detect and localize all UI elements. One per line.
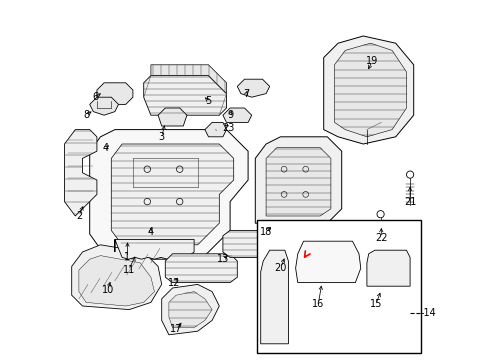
- Text: 5: 5: [205, 96, 211, 106]
- Polygon shape: [295, 241, 360, 283]
- Polygon shape: [143, 76, 226, 115]
- Text: 21: 21: [403, 197, 415, 207]
- Circle shape: [376, 211, 384, 218]
- Polygon shape: [255, 137, 341, 223]
- Text: 11: 11: [122, 265, 134, 275]
- Polygon shape: [97, 83, 133, 104]
- Text: 1: 1: [124, 252, 130, 262]
- Text: 3: 3: [158, 132, 164, 142]
- Text: 19: 19: [366, 56, 378, 66]
- Text: -14: -14: [420, 308, 436, 318]
- Polygon shape: [223, 230, 273, 257]
- Text: 4: 4: [147, 227, 154, 237]
- Polygon shape: [366, 250, 409, 286]
- Text: 6: 6: [92, 92, 98, 102]
- Text: 15: 15: [369, 299, 381, 309]
- Text: 9: 9: [226, 110, 233, 120]
- Polygon shape: [64, 130, 97, 216]
- Polygon shape: [260, 250, 288, 344]
- Text: 17: 17: [169, 324, 182, 334]
- Polygon shape: [165, 254, 237, 283]
- Polygon shape: [89, 97, 118, 115]
- Text: 13: 13: [216, 254, 228, 264]
- Text: 20: 20: [274, 263, 286, 273]
- Polygon shape: [334, 43, 406, 137]
- Text: 8: 8: [83, 110, 89, 120]
- Text: 4: 4: [102, 143, 109, 153]
- Text: 18: 18: [260, 227, 272, 237]
- Circle shape: [406, 171, 413, 178]
- Polygon shape: [79, 256, 154, 306]
- Text: 12: 12: [168, 278, 180, 288]
- Polygon shape: [168, 292, 212, 328]
- Polygon shape: [162, 284, 219, 335]
- Polygon shape: [89, 130, 247, 259]
- Text: 22: 22: [374, 233, 387, 243]
- Polygon shape: [223, 108, 251, 122]
- Circle shape: [282, 241, 289, 248]
- Polygon shape: [265, 148, 330, 216]
- Text: 7: 7: [243, 89, 249, 99]
- Polygon shape: [323, 36, 413, 144]
- Polygon shape: [158, 108, 186, 126]
- Polygon shape: [237, 79, 269, 97]
- Text: 16: 16: [311, 299, 324, 309]
- Polygon shape: [115, 239, 194, 259]
- Text: 10: 10: [102, 285, 114, 295]
- Text: 23: 23: [222, 123, 234, 133]
- Text: 2: 2: [76, 211, 82, 221]
- Polygon shape: [204, 122, 226, 137]
- Polygon shape: [111, 144, 233, 245]
- Polygon shape: [72, 245, 162, 310]
- Polygon shape: [151, 65, 226, 94]
- Bar: [257, 220, 420, 353]
